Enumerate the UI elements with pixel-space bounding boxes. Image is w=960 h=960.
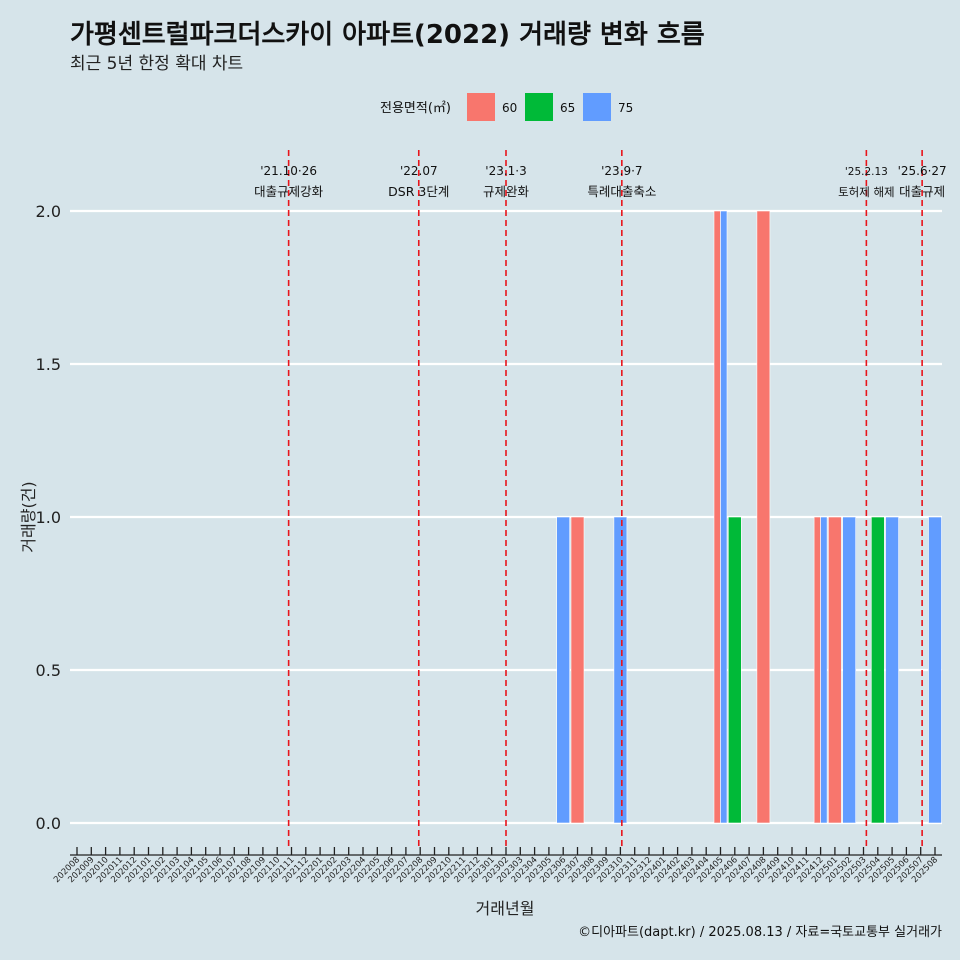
event-name-label: 대출규제 bbox=[899, 184, 945, 199]
bar-202502-75 bbox=[842, 516, 857, 824]
event-markers: '21.10·26 대출규제강화 '22.07 DSR 3단계 '23.1·3 규제완화 '… bbox=[254, 150, 947, 850]
bar-202505-75 bbox=[885, 516, 899, 824]
y-tick-label: 1.0 bbox=[36, 508, 61, 527]
legend-title: 전용면적(㎡) bbox=[380, 101, 451, 116]
bar-202310-75 bbox=[613, 516, 628, 824]
bar-202406-65 bbox=[727, 516, 742, 824]
event-date-label: '25.2.13 bbox=[845, 166, 888, 178]
bar-202405-60 bbox=[713, 210, 721, 824]
y-tick-label: 2.0 bbox=[36, 202, 61, 221]
bar-202412-60 bbox=[813, 516, 821, 824]
x-axis-title: 거래년월 bbox=[476, 899, 535, 918]
y-axis-ticks: 0.0 0.5 1.0 1.5 2.0 bbox=[36, 202, 61, 833]
y-tick-label: 1.5 bbox=[36, 355, 61, 374]
x-axis: 2020082020092020102020112020122021012021… bbox=[52, 847, 942, 885]
event-name-label: DSR 3단계 bbox=[388, 184, 449, 199]
chart-subtitle: 최근 5년 한정 확대 차트 bbox=[70, 54, 243, 74]
bars bbox=[556, 210, 942, 824]
event-name-label: 토허제 해제 bbox=[838, 185, 895, 199]
bar-202306-75 bbox=[556, 516, 571, 824]
bar-202412-75 bbox=[820, 516, 828, 824]
event-name-label: 특례대출축소 bbox=[587, 184, 656, 199]
legend: 전용면적(㎡) 60 65 75 bbox=[380, 93, 633, 121]
bar-202408-60 bbox=[756, 210, 771, 824]
event-date-label: '25.6·27 bbox=[898, 164, 947, 178]
bar-202307-60 bbox=[570, 516, 585, 824]
legend-swatch-75 bbox=[583, 93, 611, 121]
legend-label-65: 65 bbox=[560, 101, 575, 115]
chart-caption: ©디아파트(dapt.kr) / 2025.08.13 / 자료=국토교통부 실… bbox=[578, 925, 942, 940]
legend-label-75: 75 bbox=[618, 101, 633, 115]
legend-swatch-60 bbox=[467, 93, 495, 121]
event-name-label: 대출규제강화 bbox=[254, 184, 324, 199]
event-date-label: '23.1·3 bbox=[485, 164, 526, 178]
y-tick-label: 0.0 bbox=[36, 814, 61, 833]
bar-202508-75 bbox=[928, 516, 942, 824]
legend-swatch-65 bbox=[525, 93, 553, 121]
bar-202501-60 bbox=[828, 516, 842, 824]
y-tick-label: 0.5 bbox=[36, 661, 61, 680]
event-date-label: '23.9·7 bbox=[601, 164, 642, 178]
event-date-label: '22.07 bbox=[400, 164, 438, 178]
legend-label-60: 60 bbox=[502, 101, 517, 115]
bar-202405-75 bbox=[720, 210, 728, 824]
event-date-label: '21.10·26 bbox=[260, 164, 317, 178]
y-axis-title: 거래량(건) bbox=[19, 481, 38, 552]
bar-202504-65 bbox=[870, 516, 885, 824]
chart-title: 가평센트럴파크더스카이 아파트(2022) 거래량 변화 흐름 bbox=[70, 20, 705, 50]
event-name-label: 규제완화 bbox=[483, 184, 530, 199]
